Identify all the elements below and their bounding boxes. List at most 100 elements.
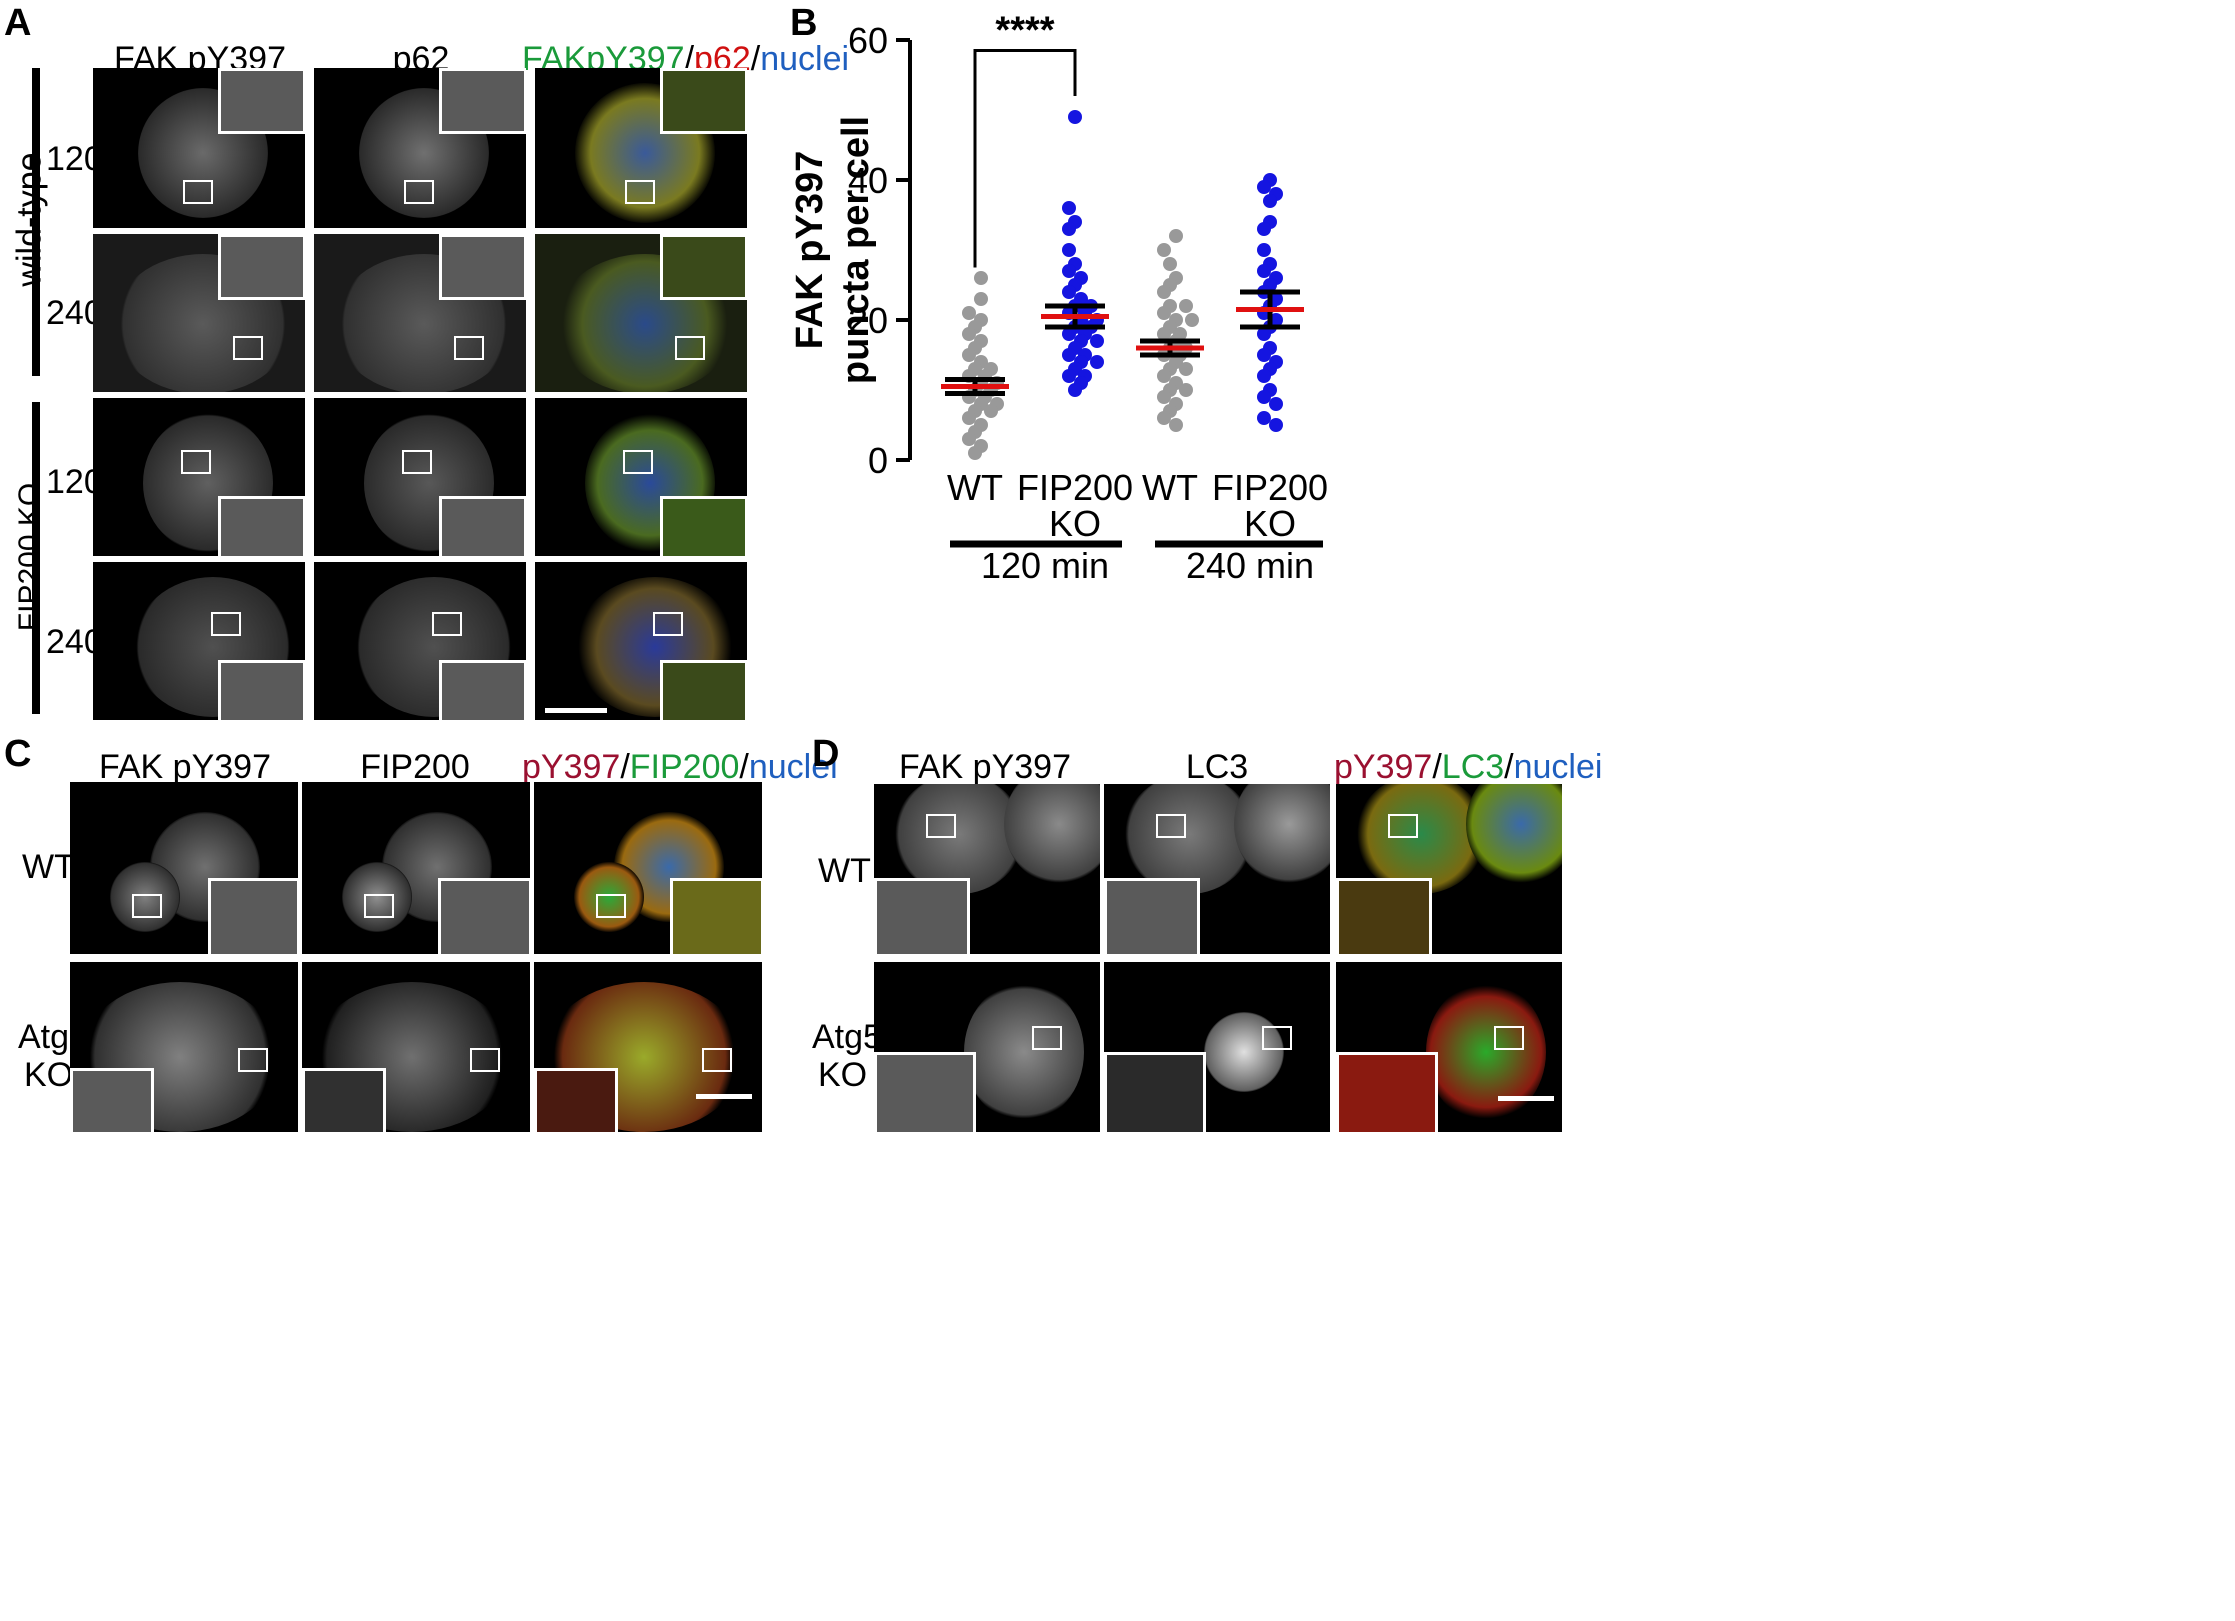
time-label-120: 120 min: [981, 545, 1109, 586]
y-tick-label: 40: [848, 160, 888, 201]
data-point: [1257, 180, 1271, 194]
data-point: [1257, 327, 1271, 341]
data-point: [1263, 194, 1277, 208]
col-label-c-merge: pY397/FIP200/nuclei: [522, 748, 838, 786]
data-point: [1257, 348, 1271, 362]
data-point: [1068, 383, 1082, 397]
data-point: [1062, 327, 1076, 341]
data-point: [984, 404, 998, 418]
x-tick-label: FIP200: [1017, 467, 1133, 508]
micrograph-d-ko-lc3: [1104, 962, 1330, 1132]
micrograph-a-wt240-p62: [314, 234, 526, 392]
data-point: [1157, 327, 1171, 341]
y-axis-label: puncta per cell: [835, 116, 877, 384]
data-point: [1179, 362, 1193, 376]
data-point: [1068, 110, 1082, 124]
micrograph-a-wt120-merge: [535, 68, 747, 228]
micrograph-d-wt-merge: [1336, 784, 1562, 954]
row-label-d-wt: WT: [818, 852, 871, 890]
x-tick-label: FIP200: [1212, 467, 1328, 508]
data-point: [1157, 411, 1171, 425]
data-point: [974, 271, 988, 285]
data-point: [974, 292, 988, 306]
y-axis-label: FAK pY397: [789, 151, 831, 350]
data-point: [1157, 390, 1171, 404]
micrograph-c-ko-merge: [534, 962, 762, 1132]
data-point: [1157, 306, 1171, 320]
scale-bar-d: [1498, 1096, 1554, 1101]
x-tick-label: WT: [947, 467, 1003, 508]
data-point: [1062, 348, 1076, 362]
data-point: [962, 411, 976, 425]
micrograph-d-ko-fak: [874, 962, 1100, 1132]
col-label-d-fak: FAK pY397: [898, 748, 1071, 786]
data-point: [1179, 299, 1193, 313]
panel-letter-a: A: [4, 2, 32, 44]
data-point: [968, 446, 982, 460]
x-tick-label: KO: [1244, 503, 1296, 544]
group-label-fip200-ko: FIP200 KO: [13, 482, 46, 632]
data-point: [1062, 369, 1076, 383]
micrograph-a-ko120-fak: [93, 398, 305, 556]
micrograph-a-wt240-fak: [93, 234, 305, 392]
data-point: [962, 348, 976, 362]
panel-letter-b: B: [790, 2, 818, 44]
y-tick-label: 20: [848, 300, 888, 341]
data-point: [1169, 418, 1183, 432]
row-label-c-wt: WT: [22, 848, 75, 886]
micrograph-a-wt120-p62: [314, 68, 526, 228]
data-point: [1257, 264, 1271, 278]
row-label-d-ko: KO: [818, 1056, 868, 1094]
micrograph-c-wt-merge: [534, 782, 762, 954]
y-tick-label: 60: [848, 20, 888, 61]
data-point: [1169, 229, 1183, 243]
col-label-c-fak: FAK pY397: [98, 748, 271, 786]
micrograph-d-wt-lc3: [1104, 784, 1330, 954]
group-bar-fip200-ko: [32, 402, 40, 714]
micrograph-d-wt-fak: [874, 784, 1100, 954]
data-point: [1269, 418, 1283, 432]
significance-bracket: [973, 49, 1077, 268]
data-point: [1163, 257, 1177, 271]
panel-letter-d: D: [812, 733, 840, 775]
data-point: [1185, 313, 1199, 327]
col-label-c-fip200: FIP200: [360, 748, 470, 786]
x-tick-label: WT: [1142, 467, 1198, 508]
scale-bar-c: [696, 1094, 752, 1099]
data-point: [1062, 243, 1076, 257]
micrograph-a-ko240-p62: [314, 562, 526, 720]
data-point: [1257, 243, 1271, 257]
group-bar-wild-type: [32, 68, 40, 376]
y-tick-label: 0: [868, 440, 888, 481]
panel-letter-c: C: [4, 733, 32, 775]
data-point: [1090, 355, 1104, 369]
data-point: [1269, 397, 1283, 411]
data-point: [962, 306, 976, 320]
data-point: [1257, 222, 1271, 236]
significance-label: ****: [995, 10, 1054, 52]
micrograph-a-wt120-fak: [93, 68, 305, 228]
data-point: [1157, 285, 1171, 299]
micrograph-a-ko240-merge: [535, 562, 747, 720]
group-label-wild-type: wild-type: [10, 152, 49, 287]
data-point: [1157, 243, 1171, 257]
micrograph-d-ko-merge: [1336, 962, 1562, 1132]
data-point: [1090, 334, 1104, 348]
micrograph-c-wt-fip200: [302, 782, 530, 954]
row-label-d-atg5: Atg5: [812, 1018, 882, 1056]
micrograph-a-ko120-p62: [314, 398, 526, 556]
data-point: [1179, 383, 1193, 397]
data-point: [1062, 285, 1076, 299]
data-point: [1157, 369, 1171, 383]
data-point: [1062, 264, 1076, 278]
row-label-c-ko: KO: [24, 1056, 74, 1094]
time-label-240: 240 min: [1186, 545, 1314, 586]
data-point: [1257, 390, 1271, 404]
x-tick-label: KO: [1049, 503, 1101, 544]
micrograph-c-ko-fak: [70, 962, 298, 1132]
micrograph-c-wt-fak: [70, 782, 298, 954]
data-point: [962, 327, 976, 341]
data-point: [1062, 222, 1076, 236]
data-point: [1257, 369, 1271, 383]
